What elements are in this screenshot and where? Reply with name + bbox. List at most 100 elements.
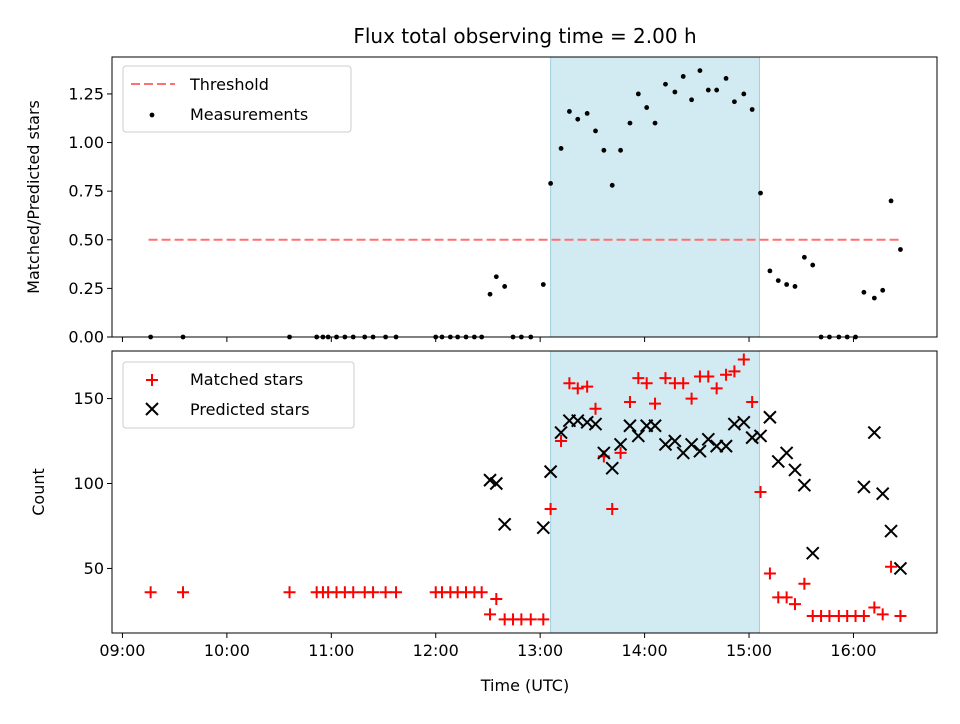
matched-point: [780, 591, 793, 604]
measurement-point: [749, 107, 755, 112]
count-legend: Matched stars Predicted stars: [122, 361, 355, 429]
measurement-point: [888, 198, 894, 204]
measurement-point: [758, 190, 763, 196]
predicted-point: [648, 419, 662, 433]
matched-point: [347, 586, 360, 599]
y-tick-label: 0.00: [68, 328, 104, 347]
measurement-point: [558, 145, 564, 151]
x-tick-label: 09:00: [99, 641, 145, 660]
ratio-legend: Threshold Measurements: [122, 65, 352, 133]
predicted-point: [554, 425, 568, 440]
ratio-panel-span: [550, 56, 760, 338]
measurement-point: [618, 147, 623, 153]
predicted-point: [613, 437, 628, 452]
matched-point: [606, 502, 619, 515]
predicted-point: [483, 473, 497, 487]
x-tick-label: 12:00: [413, 641, 459, 660]
measurement-point: [792, 284, 798, 289]
measurement-point: [898, 247, 903, 252]
matched-point: [702, 370, 715, 383]
matched-point: [737, 353, 750, 366]
measurement-point: [880, 287, 886, 293]
measurement-point: [810, 262, 816, 268]
measurement-point: [697, 68, 703, 74]
y-tick-label: 1.00: [68, 133, 104, 152]
matched-point: [640, 377, 653, 390]
matched-point: [144, 586, 157, 599]
predicted-point: [536, 520, 551, 535]
predicted-point: [893, 561, 908, 576]
predicted-point: [884, 524, 898, 538]
y-tick-label: 0.75: [68, 182, 104, 201]
matched-point: [524, 613, 537, 626]
matched-point: [537, 613, 550, 626]
predicted-point: [763, 410, 777, 424]
matched-point: [746, 395, 759, 408]
measurement-point: [714, 87, 720, 93]
ratio-panel: 0.00 0.25 0.50 0.75 1.00 1.25 Matched/Predict…: [24, 56, 938, 347]
predicted-point: [779, 446, 794, 460]
measurement-point: [741, 91, 747, 97]
y-tick-label: 0.50: [68, 230, 104, 249]
count-panel: 50 100 150 09:00 10:00 11:00 12:00 13:00 14:00 1…: [29, 350, 938, 695]
matched-point: [798, 577, 811, 590]
measurements-legend-swatch: [149, 112, 155, 118]
count-legend-box: [122, 361, 355, 429]
predicted-point: [489, 476, 504, 491]
predicted-point: [693, 444, 707, 458]
x-tick-label: 10:00: [204, 641, 250, 660]
measurement-point: [705, 87, 711, 93]
predicted-point: [701, 432, 716, 447]
matched-point: [614, 446, 627, 459]
measurement-point: [502, 284, 508, 289]
predicted-legend-label: Predicted stars: [190, 400, 310, 419]
predicted-point: [867, 425, 882, 440]
matched-point: [177, 586, 190, 599]
measurement-point: [801, 254, 807, 260]
x-tick-label: 15:00: [726, 641, 772, 660]
count-y-axis-title: Count: [29, 468, 48, 516]
measurement-point: [493, 274, 499, 280]
matched-point: [857, 610, 870, 623]
ratio-panel-frame: [111, 56, 938, 338]
matched-legend-swatch: [146, 374, 158, 386]
matched-point: [379, 586, 392, 599]
chart-title: Flux total observing time = 2.00 h: [353, 24, 696, 48]
matched-point: [544, 502, 557, 515]
predicted-point: [875, 486, 890, 501]
ratio-x-ticks: [121, 337, 854, 342]
y-tick-label: 1.25: [68, 84, 104, 103]
matched-point: [754, 486, 767, 498]
count-panel-span: [550, 350, 760, 634]
predicted-point: [543, 464, 558, 479]
matched-point: [763, 567, 776, 580]
matched-point: [632, 372, 645, 385]
predicted-point: [797, 478, 812, 492]
measurement-point: [593, 128, 598, 134]
ratio-legend-box: [122, 65, 352, 133]
measurement-point: [584, 110, 590, 116]
measurement-point: [548, 180, 554, 186]
y-tick-label: 50: [84, 559, 104, 578]
measurements-legend-label: Measurements: [190, 105, 308, 124]
matched-legend-label: Matched stars: [190, 370, 303, 389]
predicted-point: [597, 446, 611, 460]
measurement-point: [609, 182, 615, 188]
measurement-point: [540, 282, 546, 287]
predicted-point: [753, 429, 768, 443]
measurement-point: [601, 147, 607, 153]
x-tick-label: 11:00: [308, 641, 354, 660]
measurement-points: [148, 68, 903, 340]
ratio-y-axis-title: Matched/Predicted stars: [24, 100, 43, 294]
predicted-legend-swatch: [145, 402, 159, 416]
predicted-point: [737, 415, 751, 430]
matched-point: [589, 402, 602, 415]
measurement-point: [644, 105, 650, 110]
matched-point: [788, 598, 801, 611]
x-tick-label: 13:00: [517, 641, 563, 660]
measurement-point: [723, 75, 729, 81]
count-panel-frame: [111, 350, 938, 634]
x-tick-label: 16:00: [830, 641, 876, 660]
matched-point: [728, 365, 741, 378]
ratio-y-axis: 0.00 0.25 0.50 0.75 1.00 1.25: [68, 84, 112, 347]
